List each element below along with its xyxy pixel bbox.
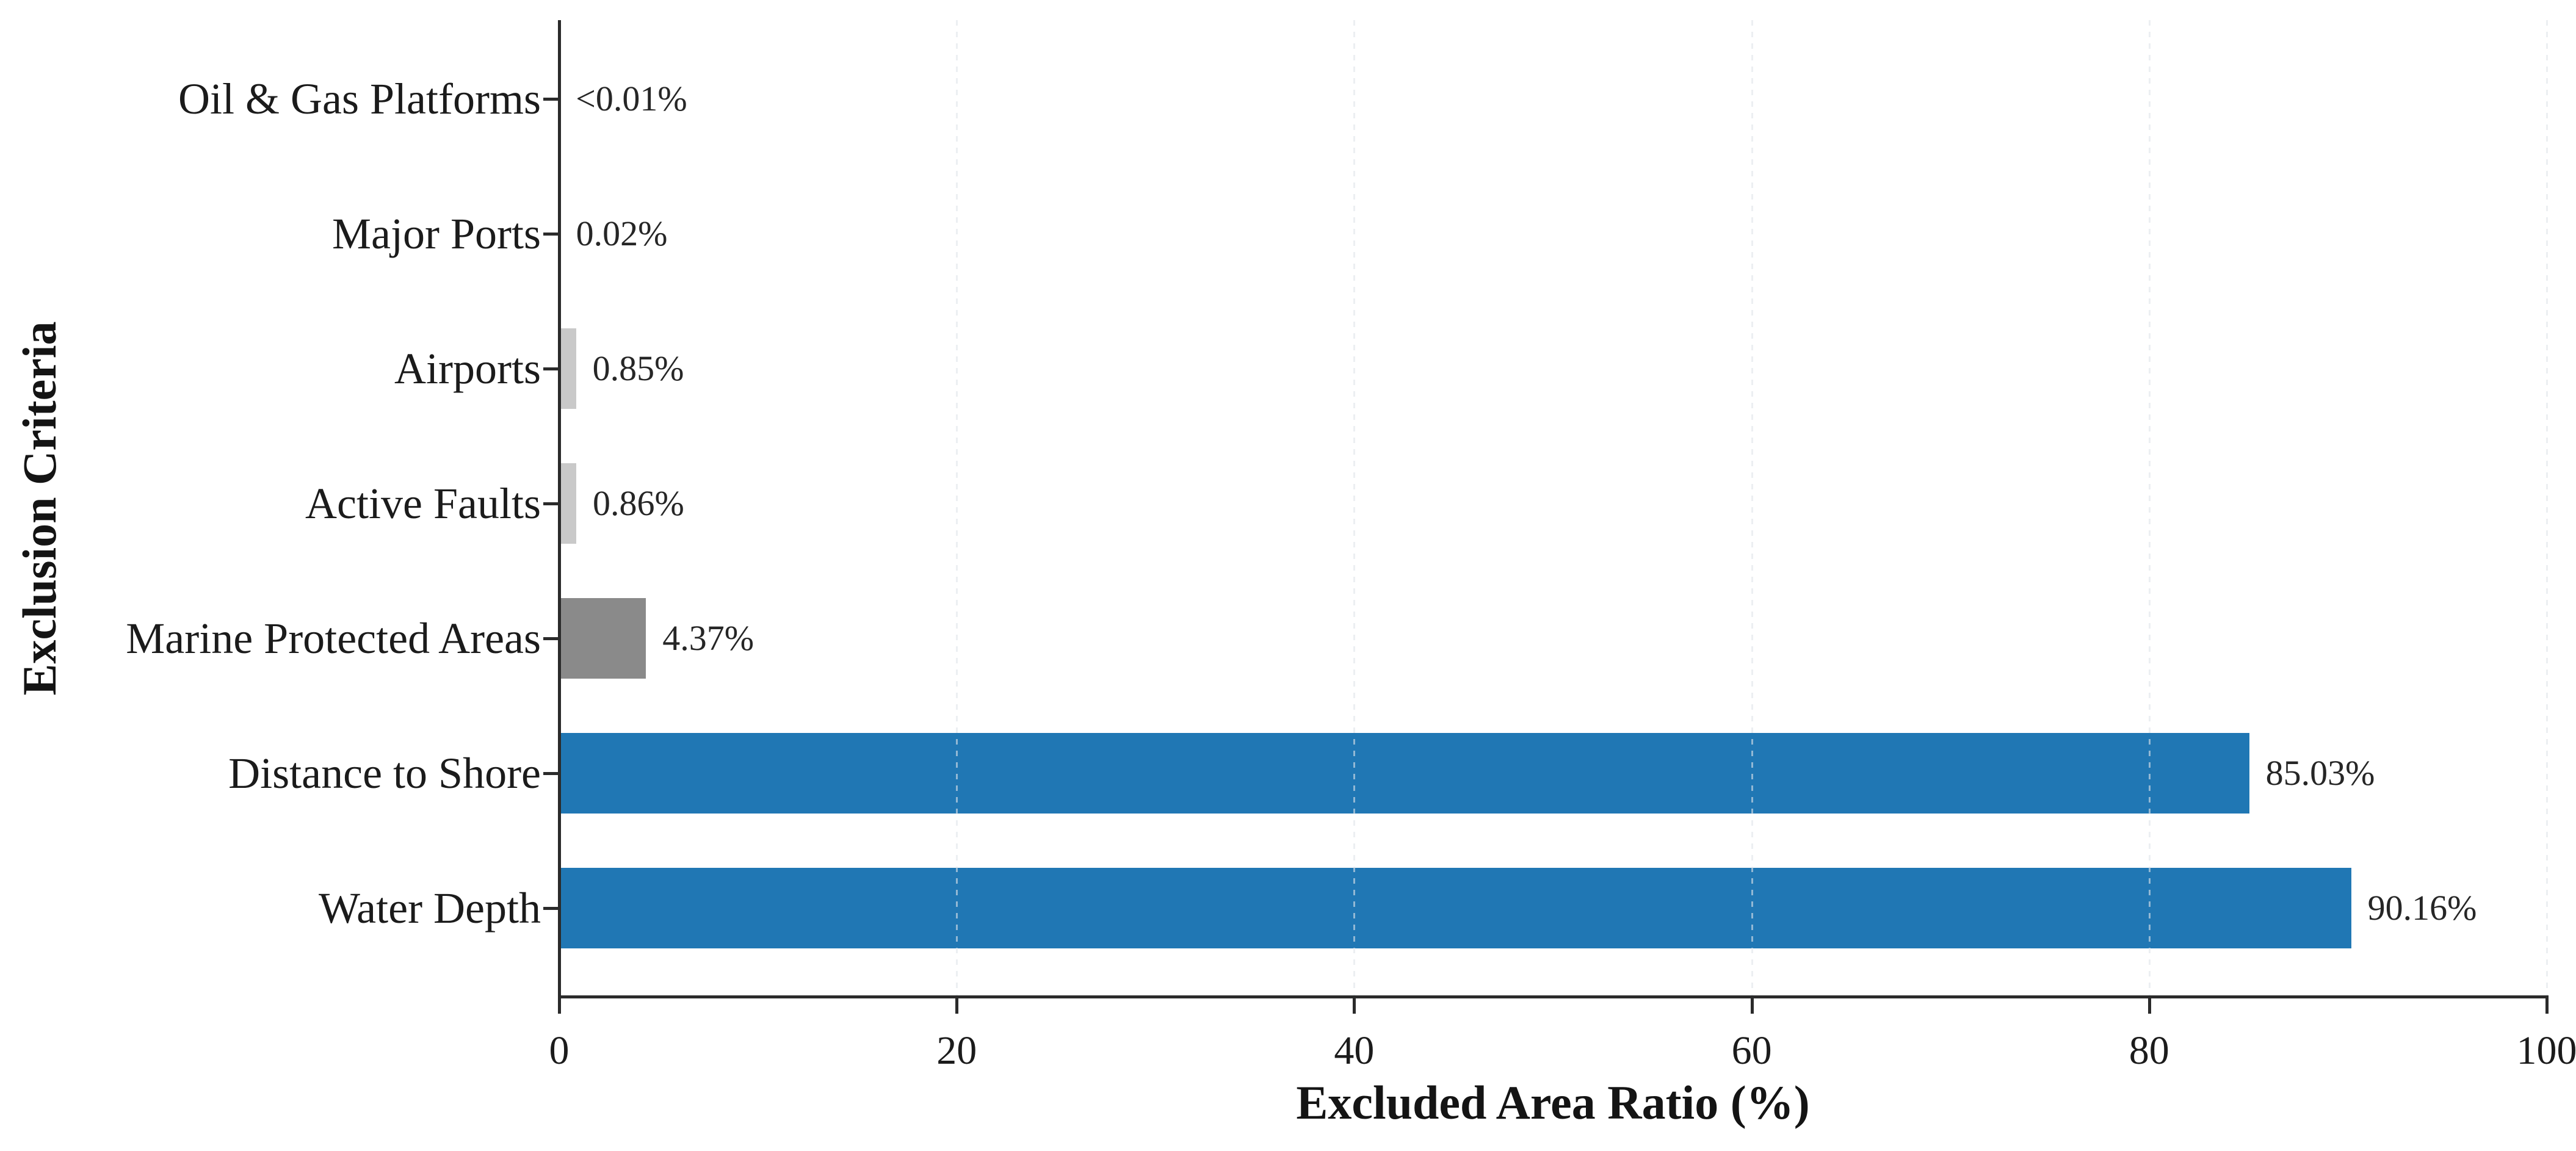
category-label: Active Faults xyxy=(305,479,541,528)
y-axis-tick xyxy=(543,637,559,640)
x-axis-tick xyxy=(2147,997,2151,1014)
bar-value-label: 0.86% xyxy=(593,483,684,523)
x-tick-label: 60 xyxy=(1731,1028,1772,1073)
bar-distance-to-shore xyxy=(559,733,2249,814)
gridline-x-40 xyxy=(1353,20,1356,997)
y-axis-tick xyxy=(543,907,559,910)
bar-value-label: 90.16% xyxy=(2367,888,2477,928)
category-label: Marine Protected Areas xyxy=(126,614,541,663)
x-tick-label: 80 xyxy=(2129,1028,2169,1073)
x-axis-tick xyxy=(558,997,561,1014)
x-axis-tick xyxy=(1750,997,1754,1014)
x-axis-spine xyxy=(558,995,2549,998)
bar-value-label: 0.02% xyxy=(576,214,668,253)
bar-value-label: 4.37% xyxy=(662,618,754,658)
bar-active-faults xyxy=(559,463,576,544)
gridline-x-80 xyxy=(2148,20,2151,997)
bar-value-label: 0.85% xyxy=(592,348,684,388)
x-axis-tick xyxy=(2545,997,2549,1014)
x-axis-title: Excluded Area Ratio (%) xyxy=(1296,1076,1810,1129)
category-label: Distance to Shore xyxy=(228,749,541,798)
category-label: Water Depth xyxy=(318,884,541,933)
gridline-x-60 xyxy=(1751,20,1753,997)
x-tick-label: 40 xyxy=(1334,1028,1375,1073)
bar-airports xyxy=(559,328,576,409)
category-label: Airports xyxy=(394,344,541,393)
y-axis-tick xyxy=(543,233,559,236)
y-axis-spine xyxy=(558,20,561,998)
bar-marine-protected-areas xyxy=(559,598,646,679)
x-axis-tick xyxy=(955,997,959,1014)
bar-value-label: <0.01% xyxy=(576,79,687,118)
category-label: Oil & Gas Platforms xyxy=(178,74,541,123)
bar-value-label: 85.03% xyxy=(2265,753,2375,793)
y-axis-tick xyxy=(543,502,559,505)
x-tick-label: 100 xyxy=(2516,1028,2576,1073)
category-label: Major Ports xyxy=(332,209,541,258)
x-axis-tick xyxy=(1353,997,1356,1014)
y-axis-tick xyxy=(543,98,559,101)
gridline-x-100 xyxy=(2546,20,2548,997)
x-tick-label: 0 xyxy=(549,1028,570,1073)
x-tick-label: 20 xyxy=(936,1028,977,1073)
bar-water-depth xyxy=(559,868,2351,948)
y-axis-tick xyxy=(543,367,559,370)
y-axis-tick xyxy=(543,772,559,775)
gridline-x-20 xyxy=(956,20,958,997)
